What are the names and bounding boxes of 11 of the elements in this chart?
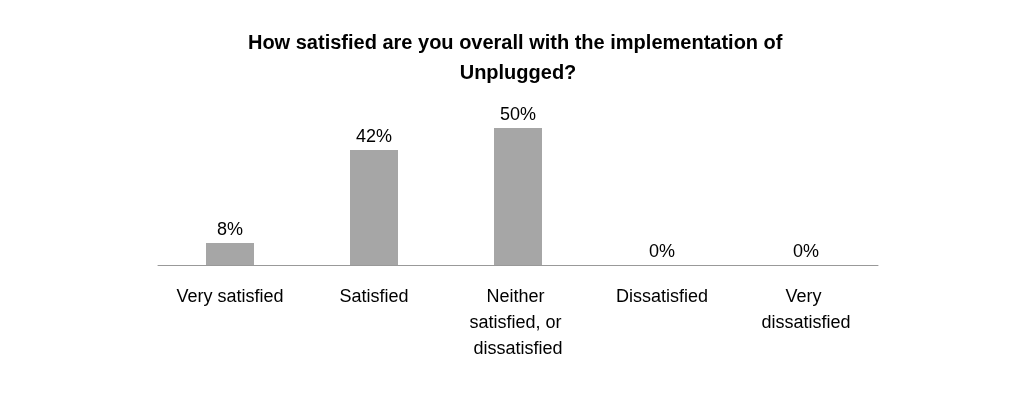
x-tick-label: Very dissatisfied <box>761 286 851 332</box>
data-label: 42% <box>355 125 393 146</box>
x-tick-label: Dissatisfied <box>615 286 709 306</box>
x-tick-label: Satisfied <box>339 286 409 306</box>
data-label: 0% <box>648 241 676 261</box>
data-label: 0% <box>792 241 820 261</box>
data-label: 8% <box>216 219 244 240</box>
x-tick-label: Very satisfied <box>176 286 284 306</box>
data-label: 50% <box>499 104 537 124</box>
x-tick-label: Neither satisfied, or dissatisfied <box>469 286 567 358</box>
chart-title: How satisfied are you overall with the implementation of Unplugged? <box>247 31 789 83</box>
